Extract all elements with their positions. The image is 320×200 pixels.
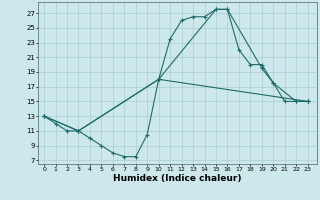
- X-axis label: Humidex (Indice chaleur): Humidex (Indice chaleur): [113, 174, 242, 183]
